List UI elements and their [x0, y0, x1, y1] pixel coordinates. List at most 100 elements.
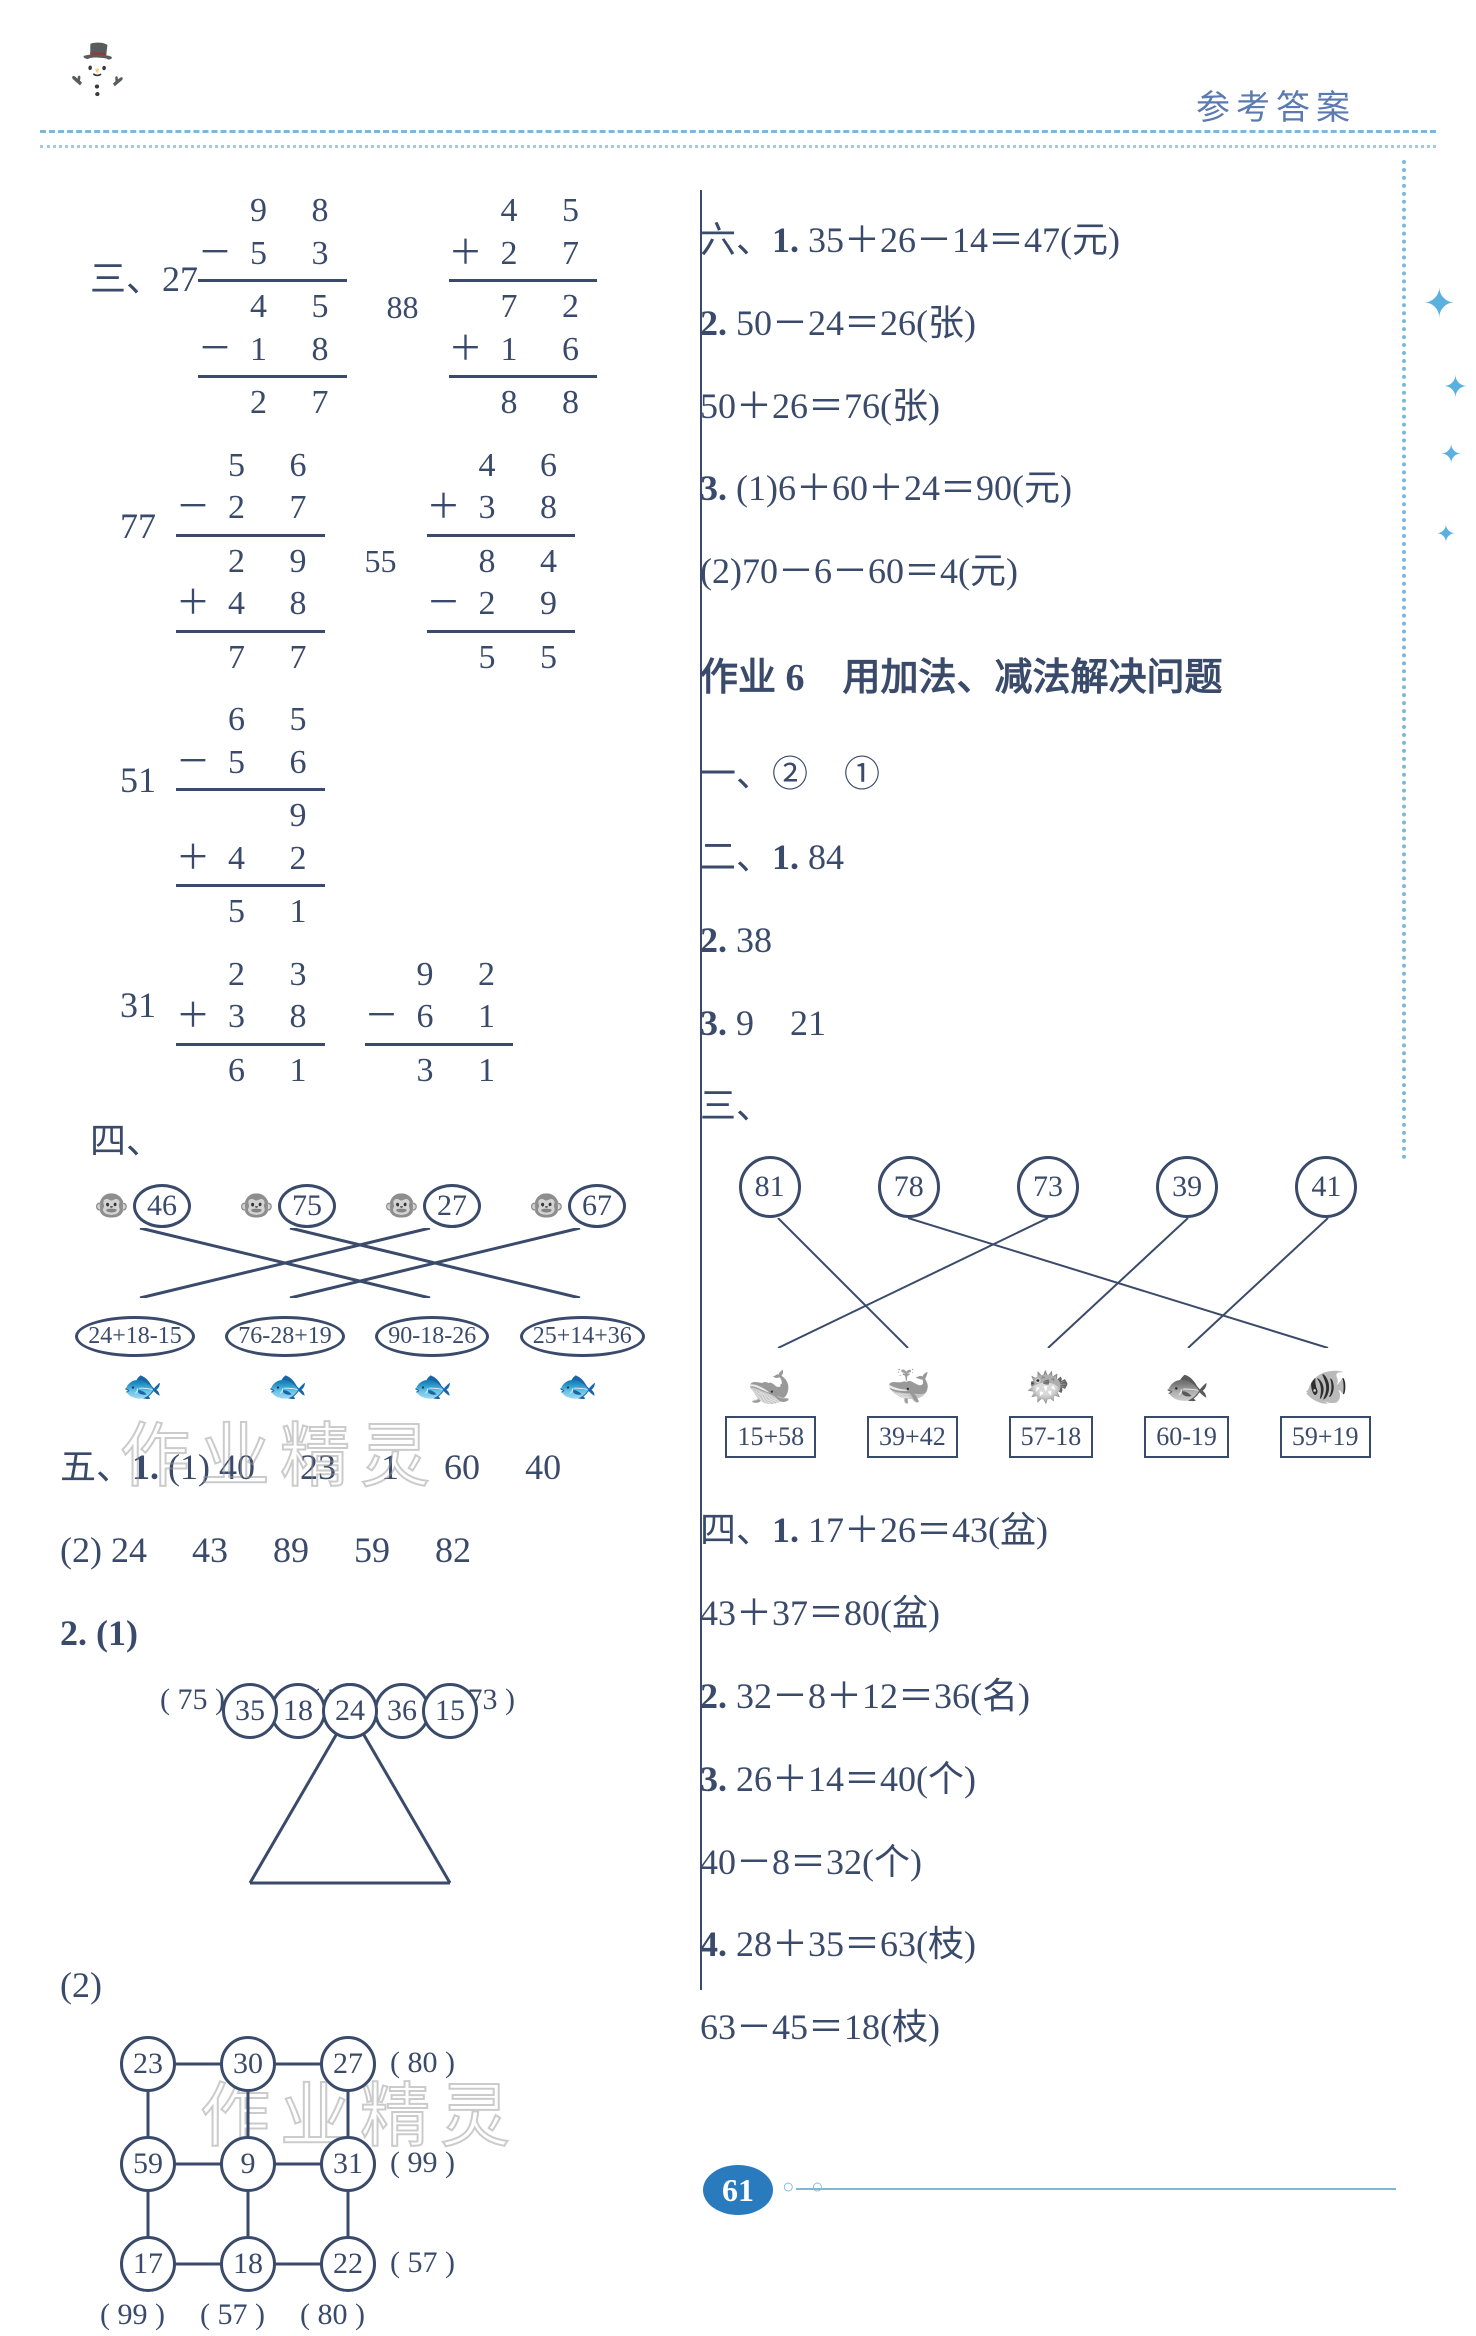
left-column: 三、27 9 8 －5 3 4 5 －1 8 2 7 88 4 5 ＋2 7 7…: [60, 190, 660, 2336]
answer-line: 50＋26＝76(张): [700, 374, 1396, 439]
circle-value: 27: [423, 1184, 481, 1228]
circle-value: 81: [739, 1156, 801, 1218]
bold-label: 3.: [700, 468, 727, 508]
expr-box: 15+58: [725, 1416, 816, 1458]
bold-label: 2. (1): [60, 1613, 138, 1653]
val: 59: [354, 1530, 390, 1570]
vertical-calc: 9 8 －5 3 4 5 －1 8 2 7: [198, 190, 347, 425]
circle-value: 67: [568, 1184, 626, 1228]
bold-label: 2.: [700, 1676, 727, 1716]
footer-rule: [796, 2188, 1396, 2190]
circle-value: 73: [1017, 1156, 1079, 1218]
text: 38: [736, 920, 772, 960]
answer-line: 3. (1)6＋60＋24＝90(元): [700, 456, 1396, 521]
calc-line: 7 7: [176, 637, 325, 680]
section-5-line2: (2) 24 43 89 59 82: [60, 1518, 660, 1583]
calc-line: 3 1: [365, 1050, 514, 1093]
calc-line: 4 6: [427, 445, 576, 488]
match-lines: [60, 1228, 660, 1298]
vertical-calc: 2 3 ＋3 8 6 1: [176, 954, 325, 1093]
expr-oval: 90-18-26: [375, 1316, 489, 1357]
text: 84: [808, 837, 844, 877]
calc-line: 9 8: [198, 190, 347, 233]
bold-label: 3.: [700, 1759, 727, 1799]
circle-value: 41: [1295, 1156, 1357, 1218]
answer: 88: [387, 289, 419, 326]
text: 35＋26－14＝47(元): [808, 220, 1120, 260]
calc-line: 2 3: [176, 954, 325, 997]
header-rule-1: [40, 130, 1436, 133]
text: (2): [60, 1530, 102, 1570]
text: 28＋35＝63(枝): [736, 1924, 976, 1964]
cat-item: 🐵46: [94, 1184, 191, 1228]
calc-line: －6 1: [365, 996, 514, 1039]
text: 26＋14＝40(个): [736, 1759, 976, 1799]
val: 40: [525, 1447, 561, 1487]
page-header: 参考答案: [1196, 80, 1356, 129]
calc-line: 4 5: [198, 286, 347, 329]
text: 32－8＋12＝36(名): [736, 1676, 1030, 1716]
calc-line: 9: [176, 795, 325, 838]
page-number: 61: [703, 2165, 773, 2215]
calc-line: ＋3 8: [427, 487, 576, 530]
calc-line: ＋4 8: [176, 583, 325, 626]
expr-oval: 25+14+36: [520, 1316, 645, 1357]
match-bottom-row: 24+18-15 76-28+19 90-18-26 25+14+36: [60, 1316, 660, 1357]
vertical-calc: 4 5 ＋2 7 7 2 ＋1 6 8 8: [449, 190, 598, 425]
text: 四、: [700, 1510, 772, 1550]
section-5-2b-label: (2): [60, 1953, 660, 2018]
answer-line: 四、1. 17＋26＝43(盆): [700, 1498, 1396, 1563]
text: 17＋26＝43(盆): [808, 1510, 1048, 1550]
answer-line: 43＋37＝80(盆): [700, 1581, 1396, 1646]
circle-value: 78: [878, 1156, 940, 1218]
val: 89: [273, 1530, 309, 1570]
calc-line: 7 2: [449, 286, 598, 329]
fish-icon: 🐟: [558, 1367, 598, 1405]
watermark: 作业精灵: [120, 1400, 440, 1501]
calc-line: 5 1: [176, 891, 325, 934]
calc-line: 9 2: [365, 954, 514, 997]
star-icon: ✦: [1443, 370, 1468, 405]
answer: 51: [120, 759, 156, 801]
fish-icon: 🐡: [1026, 1366, 1071, 1408]
bold-label: 2.: [700, 303, 727, 343]
node: 27: [320, 2036, 376, 2092]
match-top-row: 🐵46 🐵75 🐵27 🐵67: [70, 1184, 650, 1228]
section-4-label: 四、: [90, 1112, 660, 1164]
calc-line: ＋3 8: [176, 996, 325, 1039]
fish-icon: 🐟: [1165, 1366, 1210, 1408]
match-bottom-row: 15+58 39+42 57-18 60-19 59+19: [700, 1416, 1396, 1458]
answer: 77: [120, 505, 156, 547]
cat-item: 🐵27: [384, 1184, 481, 1228]
val: 82: [435, 1530, 471, 1570]
answer-line: 2. 50－24＝26(张): [700, 291, 1396, 356]
vertical-calc: 4 6 ＋3 8 8 4 －2 9 5 5: [427, 445, 576, 680]
calc-line: 5 5: [427, 637, 576, 680]
calc-line: －5 3: [198, 233, 347, 276]
text: (1)6＋60＋24＝90(元): [736, 468, 1072, 508]
calc-line: 4 5: [449, 190, 598, 233]
calc-line: 8 4: [427, 541, 576, 584]
fish-row: 🐋 🐳 🐡 🐟 🐠: [700, 1366, 1396, 1408]
bold-label: 1.: [772, 837, 799, 877]
page-dots: ○ ○: [782, 2176, 829, 2199]
fish-icon: 🐋: [747, 1366, 792, 1408]
node: 30: [220, 2036, 276, 2092]
answer-line: 3. 9 21: [700, 991, 1396, 1056]
star-icon: ✦: [1422, 280, 1456, 327]
node: 9: [220, 2136, 276, 2192]
calc-line: 2 7: [198, 382, 347, 425]
expr-oval: 76-28+19: [225, 1316, 345, 1357]
node: 35: [222, 1683, 278, 1739]
section-3-label: 三、27: [90, 250, 198, 302]
calc-line: －5 6: [176, 742, 325, 785]
match-top-row: 81 78 73 39 41: [700, 1156, 1396, 1218]
calc-line: ＋2 7: [449, 233, 598, 276]
vertical-calc: 9 2 －6 1 3 1: [365, 954, 514, 1093]
node: 18: [220, 2236, 276, 2292]
answer-line: 二、1. 84: [700, 825, 1396, 890]
bold-label: 1.: [772, 220, 799, 260]
text: 50－24＝26(张): [736, 303, 976, 343]
section-5-2-label: 2. (1): [60, 1601, 660, 1666]
snowman-decoration: ⛄: [60, 40, 135, 111]
